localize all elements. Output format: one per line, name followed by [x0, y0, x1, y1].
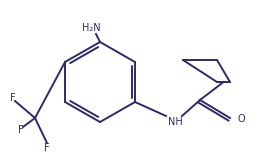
Text: H₂N: H₂N — [82, 23, 101, 33]
Text: F: F — [18, 125, 24, 135]
Text: F: F — [44, 143, 50, 153]
Text: O: O — [237, 114, 245, 124]
Text: NH: NH — [168, 117, 183, 127]
Text: F: F — [10, 93, 16, 103]
